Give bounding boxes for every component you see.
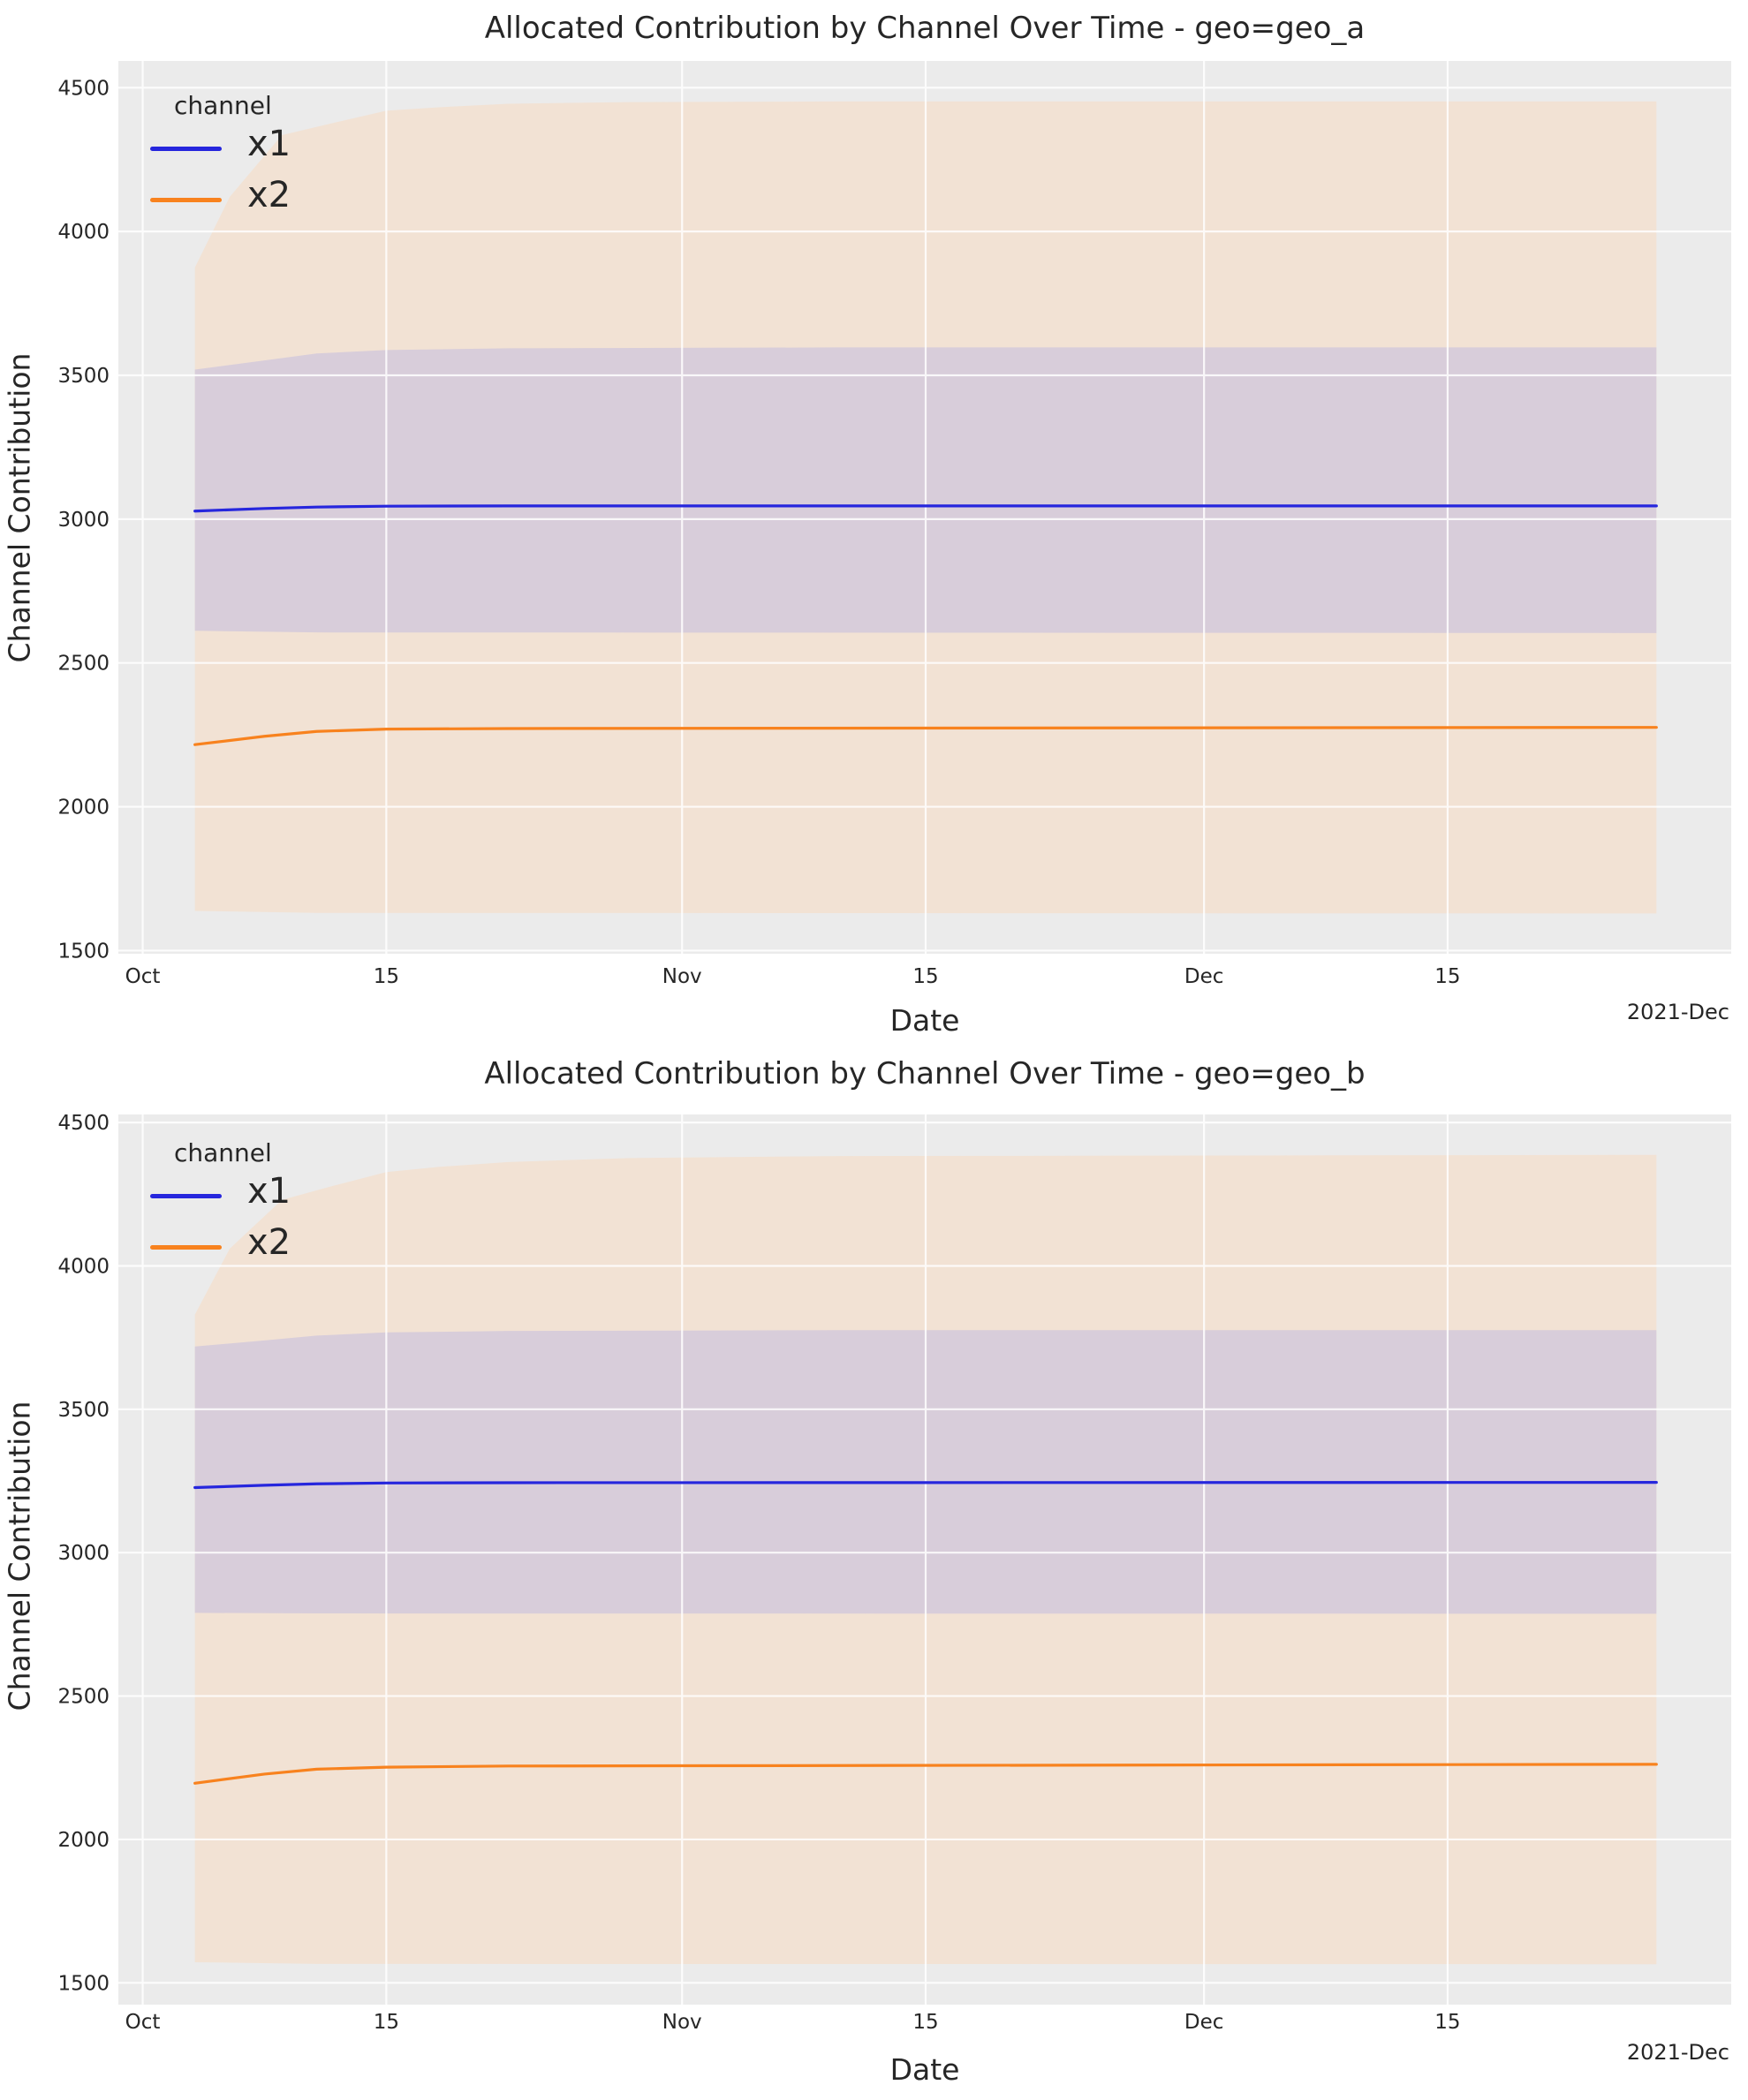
y-tick-label: 1500	[57, 940, 110, 963]
x-tick-label: Dec	[1184, 2011, 1224, 2034]
x-tick-label: Oct	[125, 2011, 161, 2034]
y-tick-label: 2000	[57, 1829, 110, 1852]
y-tick-label: 4000	[57, 1255, 110, 1278]
y-tick-label: 4500	[57, 77, 110, 100]
x-tick-label: 15	[912, 965, 938, 988]
y-tick-label: 3500	[57, 1399, 110, 1422]
y-tick-label: 3000	[57, 509, 110, 532]
x-tick-label: Dec	[1184, 965, 1224, 988]
y-tick-label: 4500	[57, 1112, 110, 1135]
x-tick-label: 15	[374, 965, 399, 988]
y-tick-label: 2000	[57, 797, 110, 820]
x-tick-label: Nov	[662, 965, 702, 988]
gridlines	[118, 61, 1731, 954]
y-tick-label: 3000	[57, 1542, 110, 1565]
x-tick-label: 15	[912, 2011, 938, 2034]
x1-line	[193, 504, 1658, 513]
x-tick-label: Nov	[662, 2011, 702, 2034]
x2-line	[193, 726, 1658, 746]
y-tick-label: 2500	[57, 1686, 110, 1709]
y-tick-label: 3500	[57, 365, 110, 388]
y-tick-label: 2500	[57, 653, 110, 676]
plot-geo-b: 1500 2000 2500 3000 3500 4000 4500 Oct 15 Nov 15 De…	[57, 1112, 1731, 2034]
y-tick-label: 1500	[57, 1972, 110, 1995]
y-tick-label: 4000	[57, 221, 110, 244]
x1-line	[193, 1481, 1658, 1490]
x2-line	[193, 1763, 1658, 1785]
plot-geo-a: 1500 2000 2500 3000 3500 4000 4500 Oct 15 Nov 15 De…	[57, 61, 1731, 988]
x-tick-label: 15	[1434, 965, 1460, 988]
x-tick-label: 15	[1434, 2011, 1460, 2034]
x-tick-label: Oct	[125, 965, 161, 988]
x-tick-label: 15	[374, 2011, 399, 2034]
gridlines	[118, 1114, 1731, 2005]
